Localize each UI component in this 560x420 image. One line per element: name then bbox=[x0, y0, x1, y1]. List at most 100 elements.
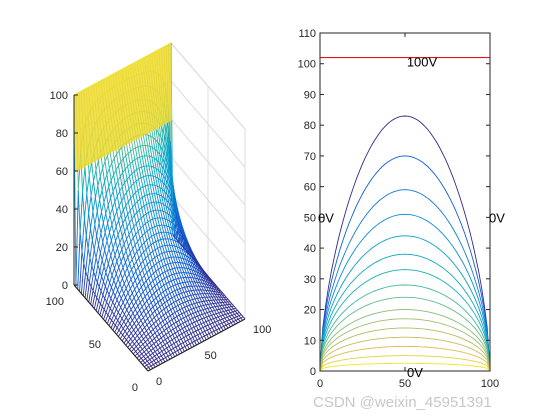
surface-mesh-line bbox=[140, 215, 144, 219]
surface-mesh-line bbox=[122, 334, 125, 338]
surface-mesh-line bbox=[144, 360, 148, 364]
surface-mesh-line bbox=[126, 339, 129, 343]
surface-mesh-line bbox=[103, 266, 107, 273]
surface-mesh-line bbox=[192, 332, 196, 337]
surface-mesh-line bbox=[104, 161, 108, 175]
surface-mesh-line bbox=[152, 304, 156, 308]
surface-mesh-line bbox=[114, 299, 118, 306]
surface-mesh-line bbox=[201, 314, 205, 319]
surface-mesh-line bbox=[100, 303, 103, 308]
surface-mesh-line bbox=[135, 343, 139, 347]
surface-mesh-line bbox=[152, 249, 156, 252]
surface-mesh-line bbox=[137, 353, 140, 357]
surface-mesh-line bbox=[128, 330, 132, 334]
surface-mesh-line bbox=[145, 352, 149, 355]
surface-mesh-line bbox=[151, 340, 155, 344]
surface-mesh-line bbox=[192, 258, 196, 262]
surface-mesh-line bbox=[118, 267, 122, 274]
surface-mesh-line bbox=[95, 277, 98, 283]
surface-mesh-line bbox=[147, 282, 151, 287]
surface-mesh-line bbox=[137, 302, 141, 307]
surface-mesh-line bbox=[225, 324, 229, 329]
contour-line bbox=[319, 355, 491, 372]
surface-mesh-line bbox=[120, 273, 123, 279]
surface-mesh-line bbox=[148, 246, 151, 254]
surface-mesh-line bbox=[139, 245, 143, 249]
surface-mesh-line bbox=[204, 283, 207, 288]
surface-mesh-line bbox=[150, 348, 154, 351]
surface-mesh-line bbox=[187, 244, 191, 249]
surface-mesh-line bbox=[142, 260, 146, 268]
surface-mesh-line bbox=[191, 304, 195, 309]
surface-mesh-line bbox=[184, 344, 188, 347]
surface-mesh-line bbox=[180, 317, 184, 320]
surface-mesh-line bbox=[121, 337, 125, 342]
surface-mesh-line bbox=[203, 305, 206, 310]
surface-mesh-line bbox=[195, 259, 199, 264]
surface-mesh-line bbox=[203, 317, 207, 322]
surface-mesh-line bbox=[160, 239, 163, 247]
surface-mesh-line bbox=[215, 289, 219, 293]
surface-mesh-line bbox=[188, 333, 192, 336]
surface-mesh-line bbox=[177, 310, 180, 316]
surface-mesh-line bbox=[93, 271, 96, 278]
surface-mesh-line bbox=[129, 252, 133, 260]
surface-mesh-line bbox=[160, 360, 163, 364]
surface-mesh-line bbox=[135, 346, 139, 350]
surface-mesh-line bbox=[124, 273, 128, 279]
surface-mesh-line bbox=[157, 349, 160, 354]
surface-mesh-line bbox=[199, 279, 203, 284]
surface-mesh-line bbox=[202, 269, 205, 272]
surface-mesh-line bbox=[94, 185, 99, 198]
surface-mesh-line bbox=[125, 250, 129, 258]
surface-mesh-line bbox=[174, 338, 177, 343]
surface-mesh-line bbox=[229, 312, 233, 316]
surface-mesh-line bbox=[167, 238, 171, 246]
contour-line bbox=[319, 269, 491, 372]
surface-mesh-line bbox=[211, 327, 215, 332]
surface-mesh-line bbox=[178, 335, 182, 340]
surface-mesh-line bbox=[152, 219, 155, 227]
surface-mesh-line bbox=[164, 294, 168, 297]
surface-mesh-line bbox=[156, 315, 160, 320]
surface-mesh-line bbox=[110, 174, 115, 181]
surface-mesh-line bbox=[200, 276, 204, 281]
surface-mesh-line bbox=[161, 332, 164, 337]
surface-mesh-line bbox=[145, 314, 149, 319]
surface-mesh-line bbox=[98, 300, 101, 305]
surface-mesh-line bbox=[121, 200, 124, 211]
surface-mesh-line bbox=[112, 301, 115, 306]
surface-mesh-line bbox=[165, 311, 169, 314]
surface-mesh-line bbox=[157, 322, 161, 326]
surface-mesh-line bbox=[151, 345, 154, 349]
surface-mesh-line bbox=[196, 338, 200, 341]
surface-mesh-line bbox=[87, 248, 91, 258]
surface-mesh-line bbox=[213, 282, 216, 285]
surface-mesh-line bbox=[144, 344, 148, 348]
surface-mesh-line bbox=[167, 315, 171, 318]
surface-mesh-line bbox=[146, 364, 149, 368]
surface-mesh-line bbox=[192, 313, 196, 318]
y-tick-label: 60 bbox=[304, 182, 316, 194]
annotation-right: 0V bbox=[489, 210, 505, 225]
surface-mesh-line bbox=[155, 268, 159, 272]
surface-mesh-line bbox=[136, 316, 140, 321]
surface-mesh-line bbox=[182, 230, 186, 236]
surface-mesh-line bbox=[118, 261, 122, 268]
surface-mesh-line bbox=[90, 286, 94, 291]
surface-mesh-line bbox=[173, 251, 177, 258]
surface-mesh-line bbox=[106, 290, 110, 295]
surface-mesh-line bbox=[137, 238, 141, 242]
surface-mesh-line bbox=[207, 304, 211, 308]
surface-mesh-line bbox=[202, 332, 205, 337]
surface-mesh-line bbox=[201, 301, 204, 306]
surface-mesh-line bbox=[102, 161, 106, 169]
surface-mesh-line bbox=[113, 174, 116, 186]
surface-mesh-line bbox=[227, 301, 230, 305]
surface-mesh-line bbox=[108, 294, 112, 299]
surface-mesh-line bbox=[141, 353, 144, 357]
surface-mesh-line bbox=[202, 271, 205, 275]
surface-mesh-line bbox=[144, 321, 148, 326]
surface-mesh-line bbox=[125, 257, 129, 263]
